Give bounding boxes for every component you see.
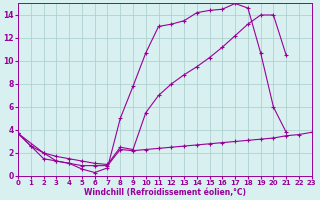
X-axis label: Windchill (Refroidissement éolien,°C): Windchill (Refroidissement éolien,°C) xyxy=(84,188,246,197)
